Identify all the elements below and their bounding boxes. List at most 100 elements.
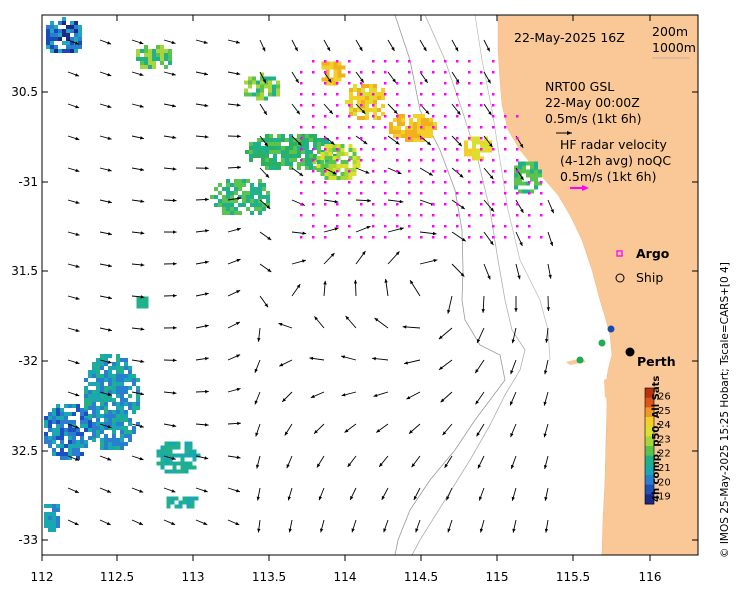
sst-pixel [100, 378, 104, 382]
current-vector-head [74, 521, 79, 525]
sst-pixel [136, 406, 140, 410]
hf-radar-point [324, 60, 327, 63]
sst-pixel [60, 408, 64, 412]
sst-pixel [100, 390, 104, 394]
sst-pixel [325, 77, 330, 82]
sst-pixel [281, 138, 285, 142]
sst-pixel [256, 80, 260, 85]
sst-pixel [309, 138, 313, 142]
sst-pixel [120, 394, 124, 398]
sst-pixel [56, 416, 60, 420]
sst-pixel [484, 140, 488, 145]
sst-pixel [44, 424, 48, 428]
sst-pixel [174, 496, 179, 501]
sst-pixel [218, 203, 222, 207]
sst-pixel [168, 445, 173, 450]
sst-pixel [254, 191, 258, 195]
sst-pixel [180, 453, 185, 458]
sst-pixel [116, 386, 120, 390]
sst-pixel [50, 25, 54, 29]
sst-pixel [100, 406, 104, 410]
sst-pixel [74, 49, 78, 53]
sst-pixel [218, 183, 222, 187]
current-vector-head [428, 172, 433, 176]
sst-pixel [301, 134, 305, 138]
sst-pixel [242, 195, 246, 199]
sst-pixel [64, 428, 68, 432]
sst-pixel [320, 168, 325, 172]
current-vector-head [140, 327, 145, 331]
sst-pixel [92, 410, 96, 414]
sst-pixel [116, 446, 120, 450]
sst-pixel [389, 122, 393, 126]
sst-pixel [325, 138, 329, 142]
sst-pixel [116, 366, 120, 370]
sst-pixel [518, 161, 522, 166]
sst-pixel [100, 402, 104, 406]
hf-radar-point [384, 225, 387, 228]
sst-pixel [316, 164, 321, 168]
current-vector-head [392, 78, 396, 83]
sst-pixel [276, 84, 280, 89]
sst-pixel [164, 445, 169, 450]
hf-radar-point [360, 181, 363, 184]
sst-pixel [52, 512, 56, 516]
sst-pixel [405, 130, 409, 134]
sst-pixel [476, 136, 480, 141]
sst-pixel [96, 382, 100, 386]
sst-pixel [132, 382, 136, 386]
current-vector-head [404, 361, 409, 365]
hf-radar-point [432, 126, 435, 129]
sst-pixel [226, 195, 230, 199]
hf-radar-point [336, 82, 339, 85]
sst-pixel [230, 191, 234, 195]
sst-pixel [76, 440, 80, 444]
sst-pixel [369, 84, 373, 88]
current-vector-head [286, 464, 290, 469]
sst-pixel [277, 150, 281, 154]
current-vector-head [139, 104, 144, 108]
current-vector-head [546, 307, 551, 311]
ship-legend-marker [615, 273, 625, 283]
sst-pixel [276, 88, 280, 93]
sst-pixel [472, 136, 476, 141]
sst-pixel [168, 53, 172, 57]
hf-radar-point [300, 236, 303, 239]
sst-pixel [320, 152, 325, 156]
x-tick-label: 113.5 [252, 570, 286, 584]
hf-radar-point [360, 236, 363, 239]
sst-pixel [60, 412, 64, 416]
sst-pixel [518, 169, 522, 174]
sst-pixel [84, 420, 88, 424]
sst-pixel [152, 65, 156, 69]
hf-radar-point [360, 126, 363, 129]
sst-pixel [238, 183, 242, 187]
sst-pixel [293, 158, 297, 162]
sst-pixel [242, 179, 246, 183]
sst-pixel [48, 428, 52, 432]
hf-scale-arrow [570, 185, 589, 191]
hf-radar-point [492, 236, 495, 239]
hf-radar-point [432, 181, 435, 184]
sst-pixel [534, 185, 538, 190]
sst-pixel [52, 516, 56, 520]
sst-pixel [297, 138, 301, 142]
sst-pixel [56, 520, 60, 524]
current-vector-head [381, 495, 385, 500]
sst-pixel [389, 126, 393, 130]
sst-pixel [184, 461, 189, 466]
hf-radar-point [456, 192, 459, 195]
sst-pixel [336, 152, 341, 156]
sst-pixel [321, 142, 325, 146]
sst-pixel [160, 461, 165, 466]
hf-radar-point [336, 148, 339, 151]
sst-pixel [425, 134, 429, 138]
sst-pixel [226, 203, 230, 207]
sst-pixel [108, 426, 112, 430]
sst-pixel [160, 445, 165, 450]
sst-pixel [92, 382, 96, 386]
sst-pixel [52, 520, 56, 524]
current-vector-head [237, 134, 241, 139]
current-vector-head [75, 73, 80, 77]
